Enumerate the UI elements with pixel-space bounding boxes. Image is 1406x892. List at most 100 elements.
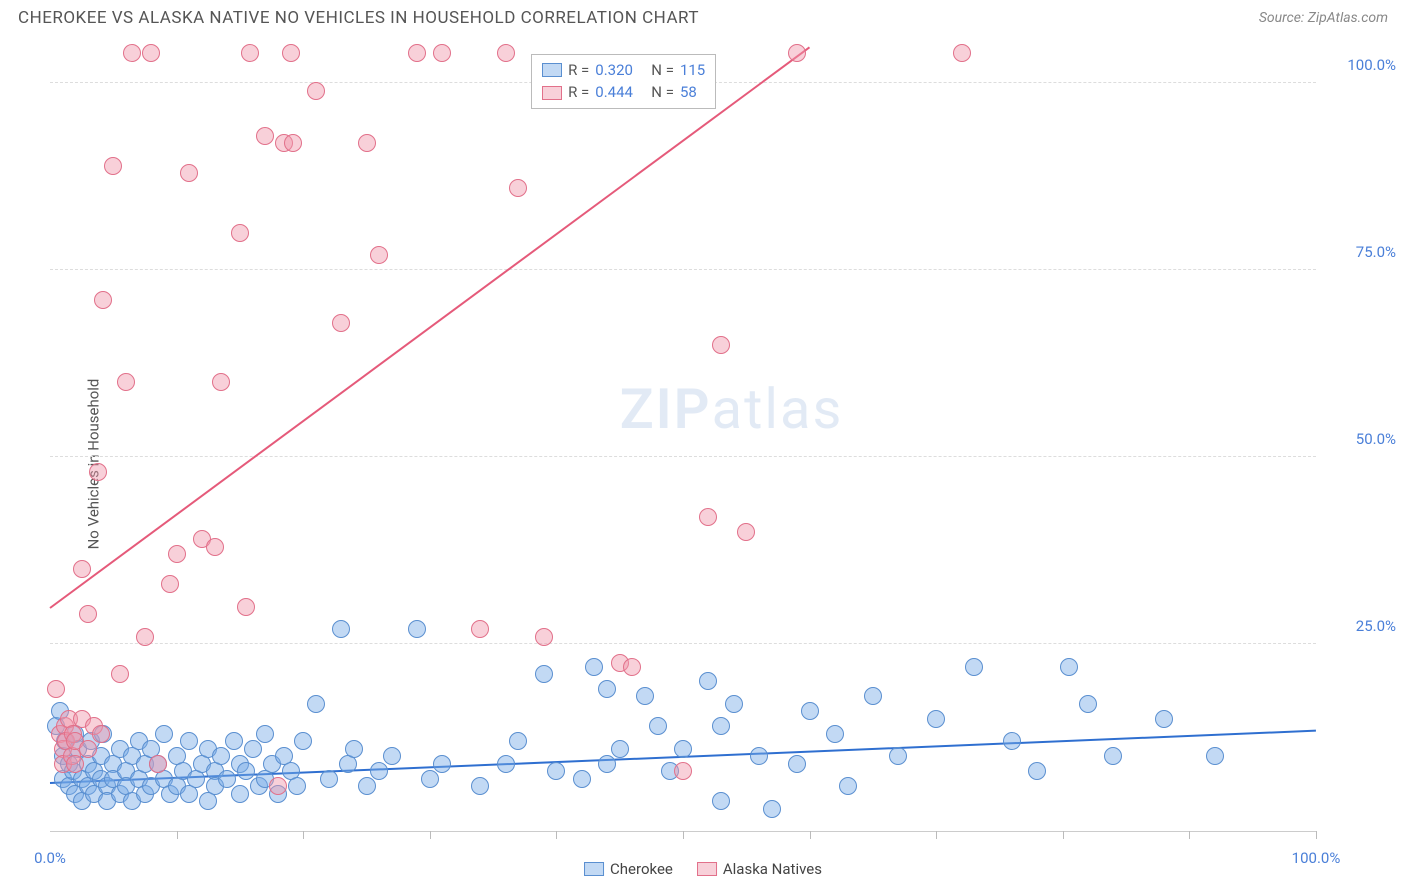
y-tick-label: 75.0% xyxy=(1326,243,1396,261)
trend-line xyxy=(49,46,810,608)
data-point xyxy=(79,740,97,758)
x-tick xyxy=(936,831,937,839)
data-point xyxy=(73,560,91,578)
data-point xyxy=(161,575,179,593)
data-point xyxy=(509,732,527,750)
y-tick-label: 100.0% xyxy=(1326,56,1396,74)
data-point xyxy=(370,762,388,780)
data-point xyxy=(206,538,224,556)
chart-title: CHEROKEE VS ALASKA NATIVE NO VEHICLES IN… xyxy=(18,8,699,28)
data-point xyxy=(864,687,882,705)
data-point xyxy=(320,770,338,788)
data-point xyxy=(1206,747,1224,765)
legend-swatch xyxy=(542,86,562,100)
stats-row: R =0.444N =58 xyxy=(542,81,705,104)
data-point xyxy=(237,598,255,616)
data-point xyxy=(307,695,325,713)
x-tick xyxy=(177,831,178,839)
x-tick xyxy=(683,831,684,839)
stats-box: R =0.320N =115R =0.444N =58 xyxy=(531,54,716,109)
data-point xyxy=(1028,762,1046,780)
data-point xyxy=(737,523,755,541)
n-label: N = xyxy=(651,81,674,104)
legend-label: Alaska Natives xyxy=(723,860,822,878)
data-point xyxy=(535,628,553,646)
data-point xyxy=(1104,747,1122,765)
source-label: Source: ZipAtlas.com xyxy=(1259,10,1388,26)
data-point xyxy=(649,717,667,735)
data-point xyxy=(433,755,451,773)
data-point xyxy=(358,134,376,152)
data-point xyxy=(1003,732,1021,750)
data-point xyxy=(763,800,781,818)
data-point xyxy=(104,157,122,175)
x-tick-label: 0.0% xyxy=(34,849,66,867)
y-tick-label: 50.0% xyxy=(1326,430,1396,448)
x-tick xyxy=(303,831,304,839)
data-point xyxy=(712,717,730,735)
data-point xyxy=(1155,710,1173,728)
n-value: 115 xyxy=(680,59,705,82)
legend-label: Cherokee xyxy=(610,860,673,878)
n-value: 58 xyxy=(680,81,697,104)
data-point xyxy=(117,373,135,391)
data-point xyxy=(953,44,971,62)
data-point xyxy=(408,44,426,62)
data-point xyxy=(256,127,274,145)
r-value: 0.320 xyxy=(595,59,645,82)
data-point xyxy=(547,762,565,780)
bottom-legend: Cherokee Alaska Natives xyxy=(584,860,822,878)
data-point xyxy=(244,740,262,758)
data-point xyxy=(47,680,65,698)
data-point xyxy=(421,770,439,788)
data-point xyxy=(345,740,363,758)
r-label: R = xyxy=(568,59,589,82)
data-point xyxy=(282,44,300,62)
data-point xyxy=(307,82,325,100)
x-tick-label: 100.0% xyxy=(1292,849,1341,867)
data-point xyxy=(433,44,451,62)
data-point xyxy=(136,628,154,646)
data-point xyxy=(358,777,376,795)
data-point xyxy=(788,44,806,62)
data-point xyxy=(699,672,717,690)
gridline xyxy=(50,456,1316,457)
data-point xyxy=(332,314,350,332)
data-point xyxy=(231,785,249,803)
data-point xyxy=(598,755,616,773)
plot-area: 25.0%50.0%75.0%100.0%0.0%100.0%ZIPatlasR… xyxy=(50,46,1316,832)
data-point xyxy=(94,291,112,309)
data-point xyxy=(471,620,489,638)
data-point xyxy=(332,620,350,638)
data-point xyxy=(269,777,287,795)
data-point xyxy=(927,710,945,728)
watermark: ZIPatlas xyxy=(620,376,844,442)
data-point xyxy=(1060,658,1078,676)
data-point xyxy=(92,725,110,743)
legend-swatch xyxy=(584,862,604,876)
data-point xyxy=(839,777,857,795)
r-value: 0.444 xyxy=(595,81,645,104)
data-point xyxy=(89,463,107,481)
x-tick xyxy=(1189,831,1190,839)
data-point xyxy=(149,755,167,773)
data-point xyxy=(712,336,730,354)
legend-item: Alaska Natives xyxy=(697,860,822,878)
chart-container: No Vehicles in Household 25.0%50.0%75.0%… xyxy=(0,36,1406,892)
data-point xyxy=(509,179,527,197)
data-point xyxy=(79,605,97,623)
data-point xyxy=(155,725,173,743)
data-point xyxy=(218,770,236,788)
data-point xyxy=(231,224,249,242)
x-tick xyxy=(1316,831,1317,839)
data-point xyxy=(826,725,844,743)
data-point xyxy=(212,747,230,765)
data-point xyxy=(471,777,489,795)
gridline xyxy=(50,269,1316,270)
data-point xyxy=(180,164,198,182)
data-point xyxy=(801,702,819,720)
data-point xyxy=(370,246,388,264)
data-point xyxy=(408,620,426,638)
data-point xyxy=(611,740,629,758)
data-point xyxy=(1079,695,1097,713)
